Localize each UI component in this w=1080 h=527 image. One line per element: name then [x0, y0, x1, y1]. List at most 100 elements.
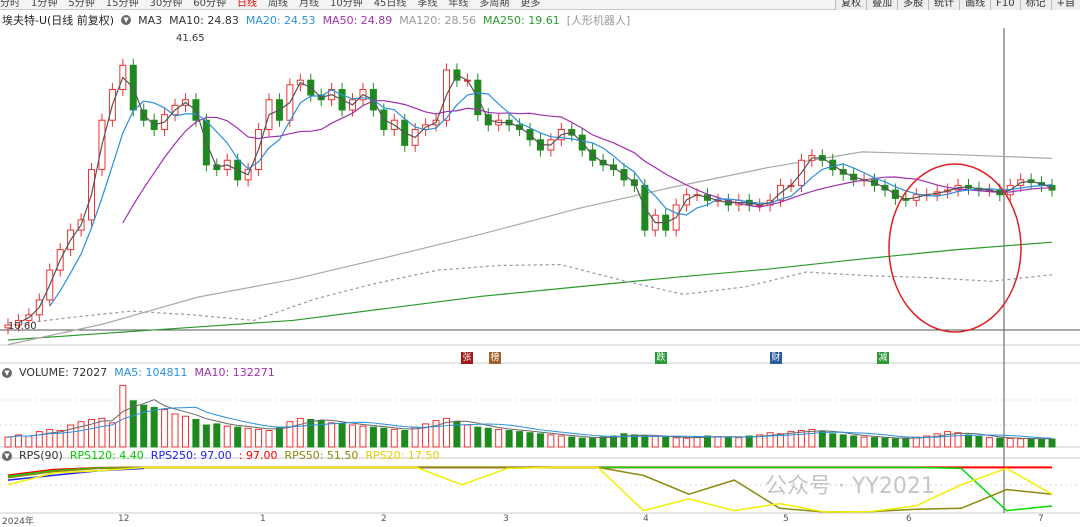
volume-bar — [317, 420, 325, 448]
volume-bar — [745, 435, 753, 448]
toolbar-button-6[interactable]: 标记 — [1019, 0, 1051, 10]
volume-bar — [140, 404, 148, 448]
volume-bar — [25, 435, 33, 448]
tab-8[interactable]: 月线 — [298, 0, 319, 9]
x-tick-label: 2 — [381, 514, 387, 524]
tab-6[interactable]: 日线 — [236, 0, 257, 9]
tab-10[interactable]: 45日线 — [373, 0, 407, 9]
toolbar-button-2[interactable]: 多股 — [897, 0, 929, 10]
volume-bar — [902, 437, 910, 448]
volume-bar — [161, 409, 169, 448]
tab-3[interactable]: 15分钟 — [105, 0, 139, 9]
volume-bar — [724, 436, 732, 448]
tab-7[interactable]: 周线 — [267, 0, 288, 9]
volume-bar — [735, 437, 743, 448]
volume-bar — [954, 432, 962, 448]
volume-bar — [422, 423, 430, 448]
volume-bar — [526, 432, 534, 448]
volume-bar — [568, 436, 576, 448]
volume-bar — [98, 417, 106, 448]
volume-bar — [192, 419, 200, 448]
volume-bar — [850, 435, 858, 448]
volume-bar — [14, 434, 22, 448]
volume-bar — [860, 436, 868, 448]
rps20-label: RPS20: 17.50 — [365, 449, 440, 462]
volume-bar — [505, 430, 513, 448]
volume-bar — [286, 421, 294, 448]
volume-bar — [1048, 438, 1056, 448]
ma20-line — [49, 89, 1053, 307]
volume-bar — [944, 431, 952, 448]
volume-bar — [829, 433, 837, 448]
volume-bar — [484, 427, 492, 448]
tab-0[interactable]: 分时 — [0, 0, 20, 9]
tab-5[interactable]: 60分钟 — [193, 0, 226, 9]
rps250-label: RPS250: 97.00 — [150, 449, 232, 462]
volume-bar — [557, 435, 565, 448]
legend-ma20: MA20: 24.53 — [245, 13, 316, 27]
volume-ma5-line — [7, 406, 1053, 439]
volume-bar — [777, 433, 785, 448]
toolbar-button-7[interactable]: +自 — [1050, 0, 1080, 10]
collapse-icon[interactable]: ▼ — [2, 450, 12, 461]
toolbar-button-1[interactable]: 叠加 — [866, 0, 898, 10]
legend-ma120: MA120: 28.56 — [399, 13, 476, 27]
volume-bar — [1017, 438, 1025, 448]
tab-4[interactable]: 30分钟 — [149, 0, 183, 9]
volume-bar — [202, 424, 210, 448]
event-marker[interactable]: 财 — [770, 352, 782, 364]
legend-ma3: MA3 — [138, 13, 163, 27]
rps-title: RPS(90) — [19, 449, 63, 462]
toolbar-button-3[interactable]: 统计 — [928, 0, 960, 10]
x-tick-label: 2024年 — [2, 517, 34, 527]
x-axis: 2024年 12 1 2 3 4 5 6 7 — [0, 514, 1080, 527]
volume-bar — [933, 433, 941, 448]
ma250-line — [7, 241, 1053, 341]
volume-bar — [77, 421, 85, 448]
x-tick-label: 12 — [118, 514, 130, 524]
event-marker[interactable]: 减 — [877, 352, 889, 364]
tab-2[interactable]: 5分钟 — [68, 0, 95, 9]
toolbar-button-4[interactable]: 画线 — [959, 0, 991, 10]
volume-bar — [463, 424, 471, 448]
legend-ma10: MA10: 24.83 — [169, 13, 239, 27]
volume-bar — [599, 436, 607, 448]
volume-bar — [714, 436, 722, 448]
event-marker[interactable]: 张 — [461, 352, 473, 364]
volume-bar — [495, 428, 503, 448]
tab-13[interactable]: 多周期 — [479, 0, 510, 9]
volume-bar — [589, 437, 597, 448]
volume-bar — [46, 428, 54, 448]
volume-title: VOLUME: 72027 — [19, 366, 108, 379]
tab-11[interactable]: 季线 — [417, 0, 438, 9]
rps50-label: RPS50: 51.50 — [284, 449, 359, 462]
volume-bar — [474, 426, 482, 448]
collapse-icon[interactable]: ▼ — [2, 367, 12, 378]
toolbar-button-5[interactable]: F10 — [990, 0, 1020, 10]
volume-bar — [328, 422, 336, 448]
event-marker[interactable]: 跌 — [655, 352, 667, 364]
volume-bar — [244, 427, 252, 448]
price-legend: 埃夫特-U(日线 前复权) ▼ MA3 MA10: 24.83 MA20: 24… — [2, 12, 630, 28]
toolbar-button-0[interactable]: 复权 — [835, 0, 867, 10]
volume-bar — [380, 427, 388, 448]
volume-bar — [662, 436, 670, 448]
volume-bar — [787, 431, 795, 448]
period-tabs: 分时 1分钟 5分钟 15分钟 30分钟 60分钟 日线 周线 月线 10分钟 45日线 季线 年线 多周… — [0, 0, 1080, 10]
event-marker[interactable]: 榜 — [489, 352, 501, 364]
comparison-overlay-line — [7, 263, 1053, 326]
candle — [4, 324, 12, 329]
volume-bar — [411, 426, 419, 448]
collapse-icon[interactable]: ▼ — [121, 15, 132, 25]
volume-bar — [1038, 438, 1046, 448]
volume-bar — [119, 384, 127, 448]
volume-bar — [996, 437, 1004, 448]
tab-9[interactable]: 10分钟 — [329, 0, 363, 9]
tab-14[interactable]: 更多 — [520, 0, 541, 9]
tab-12[interactable]: 年线 — [448, 0, 469, 9]
tab-1[interactable]: 1分钟 — [31, 0, 58, 9]
volume-bar — [766, 432, 774, 448]
x-tick-label: 6 — [906, 514, 912, 524]
volume-bar — [275, 426, 283, 448]
